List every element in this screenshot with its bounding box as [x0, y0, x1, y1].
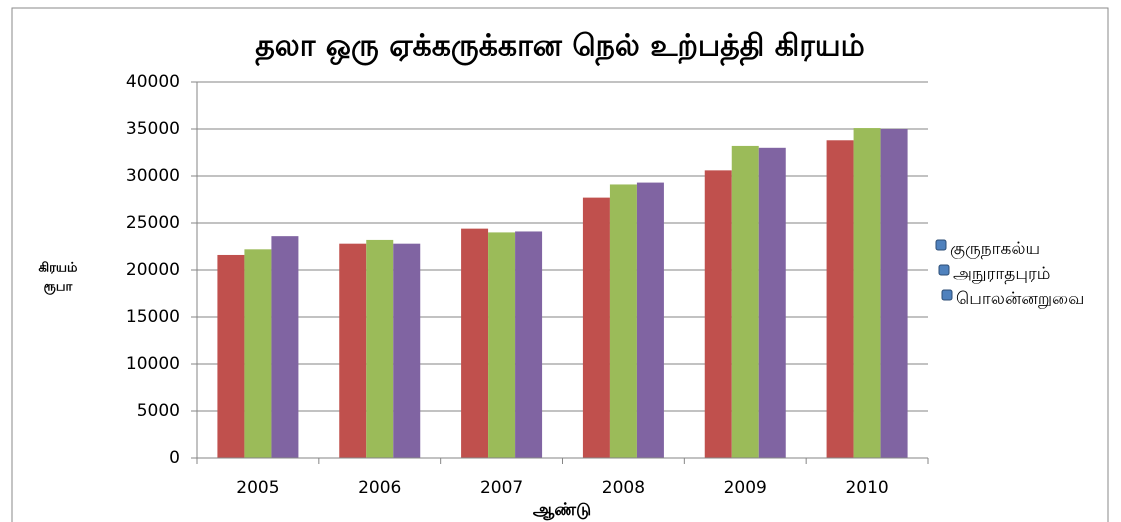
bar [731, 145, 759, 459]
x-tick-label: 2009 [724, 478, 767, 498]
y-tick-label: 35000 [126, 119, 180, 139]
legend-label: பொலன்னறுவை [956, 289, 1084, 309]
bar [217, 254, 245, 458]
y-tick-label: 0 [169, 448, 180, 468]
legend-marker [938, 264, 950, 276]
bar [515, 231, 543, 458]
y-tick-label: 25000 [126, 213, 180, 233]
chart-frame [11, 7, 1109, 522]
bar [366, 239, 394, 458]
y-tick-label: 15000 [126, 307, 180, 327]
chart-title: தலா ஒரு ஏக்கருக்கான நெல் உற்பத்தி கிரயம் [255, 29, 864, 67]
bar [880, 129, 908, 458]
bar [636, 182, 664, 458]
x-axis-label: ஆண்டு [533, 500, 591, 520]
bar [461, 228, 489, 458]
x-tick-label: 2006 [358, 478, 401, 498]
bar [393, 243, 421, 458]
x-tick-label: 2008 [602, 478, 645, 498]
bar [582, 197, 610, 458]
legend-label: அநுராதபுரம் [953, 264, 1050, 284]
bar [488, 232, 516, 458]
y-tick-label: 20000 [126, 260, 180, 280]
y-axis-label: கிரயம் [39, 261, 79, 276]
bar [339, 243, 367, 458]
y-tick-label: 5000 [137, 401, 180, 421]
y-tick-label: 30000 [126, 166, 180, 186]
legend-marker [941, 289, 953, 301]
y-tick-label: 40000 [126, 72, 180, 92]
x-tick-label: 2010 [845, 478, 888, 498]
x-tick-label: 2007 [480, 478, 523, 498]
legend-marker [935, 239, 947, 251]
legend-label: குருநாகல்ய [950, 239, 1040, 259]
bar [244, 249, 272, 458]
bar [271, 236, 299, 458]
y-tick-label: 10000 [126, 354, 180, 374]
bar [609, 184, 637, 458]
x-tick-label: 2005 [236, 478, 279, 498]
bar [704, 170, 732, 459]
bar [758, 147, 786, 459]
y-axis-label: ரூபா [44, 280, 73, 295]
bar [853, 128, 881, 458]
bar [826, 140, 854, 458]
